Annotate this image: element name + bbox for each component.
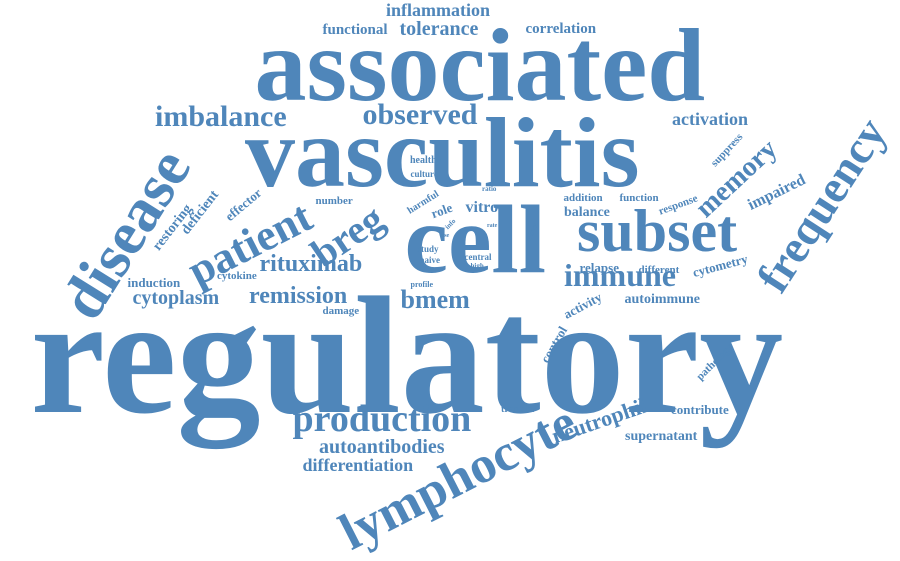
word-activation: activation [672, 109, 748, 129]
word-production: production [292, 398, 472, 440]
word-different: different [638, 263, 680, 276]
word-bmem: bmem [400, 285, 470, 314]
word-autoimmune: autoimmune [624, 292, 700, 307]
word-naive: naive [419, 254, 441, 265]
word-remission: remission [249, 283, 348, 309]
word-culture: culture [410, 168, 438, 179]
word-immune: immune [564, 257, 676, 293]
word-number: number [315, 194, 353, 207]
word-profile: profile [410, 280, 434, 289]
word-supernatant: supernatant [625, 429, 698, 444]
word-tolerance: tolerance [399, 18, 479, 40]
word-balance: balance [564, 205, 610, 220]
word-associated: associated [254, 8, 706, 123]
word-central: central [464, 251, 492, 262]
word-rituximab: rituximab [259, 251, 363, 277]
word-damage: damage [322, 304, 360, 317]
word-correlation: correlation [525, 20, 597, 37]
word-cytokine: cytokine [217, 269, 257, 282]
word-frequency: frequency [746, 108, 897, 301]
word-rate: rate [487, 223, 498, 229]
word-functional: functional [322, 21, 388, 38]
word-transfer: transfer [501, 404, 536, 415]
word-healthy: healthy [410, 155, 442, 166]
word-function: function [619, 191, 659, 204]
word-high: high [470, 261, 484, 270]
word-induction: induction [127, 274, 181, 290]
word-contribute: contribute [671, 401, 729, 417]
word-relapse: relapse [579, 259, 619, 275]
word-differentiation: differentiation [302, 455, 414, 475]
word-subset: subset [577, 198, 738, 264]
word-cell: cell [404, 186, 546, 294]
word-cytoplasm: cytoplasm [132, 287, 220, 309]
word-ratio: ratio [482, 184, 497, 193]
word-study: study [417, 243, 439, 254]
word-inflammation: inflammation [386, 0, 491, 20]
word-imbalance: imbalance [155, 100, 287, 133]
word-use: use [441, 233, 450, 239]
word-addition: addition [563, 191, 603, 204]
word-vitro: vitro [465, 199, 499, 216]
word-vasculitis: vasculitis [245, 97, 640, 208]
word-observed: observed [362, 98, 478, 131]
word-autoantibodies: autoantibodies [319, 436, 445, 458]
word-regulatory: regulatory [30, 263, 784, 449]
